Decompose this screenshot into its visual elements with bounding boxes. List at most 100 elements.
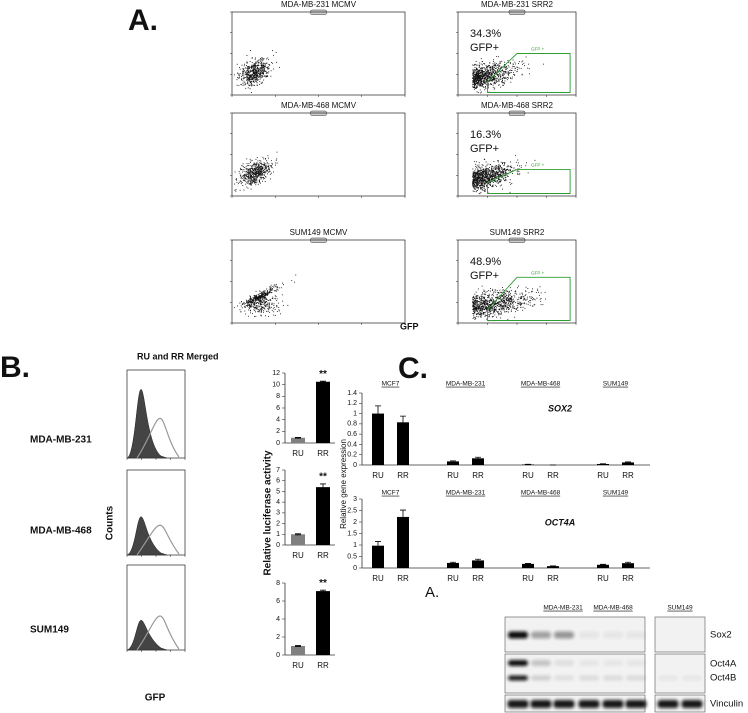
- cytometry-event: [261, 71, 263, 73]
- cytometry-event: [244, 74, 246, 76]
- cytometry-event: [491, 166, 493, 168]
- cytometry-event: [498, 313, 500, 315]
- cytometry-event: [259, 290, 261, 292]
- cytometry-event: [520, 303, 522, 305]
- cytometry-event: [257, 163, 259, 165]
- cytometry-event: [483, 313, 484, 314]
- cytometry-event: [259, 179, 260, 181]
- cytometry-event: [246, 165, 248, 167]
- cytometry-event: [486, 75, 488, 76]
- cytometry-event: [494, 166, 496, 168]
- cytometry-event: [259, 174, 261, 176]
- cytometry-event: [472, 171, 474, 173]
- cytometry-event: [472, 176, 474, 178]
- cytometry-event: [472, 313, 474, 315]
- cytometry-event: [503, 165, 505, 166]
- cytometry-event: [480, 69, 482, 71]
- cytometry-event: [504, 303, 506, 305]
- cytometry-event: [492, 308, 493, 310]
- cytometry-event: [256, 78, 258, 79]
- cytometry-event: [244, 173, 245, 175]
- cytometry-event: [259, 81, 261, 83]
- cytometry-event: [510, 81, 512, 83]
- cytometry-event: [268, 165, 270, 167]
- cytometry-event: [484, 307, 486, 309]
- cytometry-event: [493, 178, 494, 180]
- cytometry-event: [498, 80, 500, 82]
- cytometry-event: [531, 291, 532, 293]
- cytometry-event: [485, 76, 487, 78]
- cytometry-event: [252, 299, 254, 301]
- cytometry-event: [246, 171, 248, 173]
- cytometry-event: [487, 69, 489, 71]
- cytometry-event: [523, 303, 525, 305]
- cytometry-event: [480, 177, 482, 179]
- cytometry-event: [481, 294, 483, 296]
- error-bar: [600, 563, 606, 566]
- cytometry-event: [253, 176, 255, 178]
- cytometry-event: [500, 306, 502, 308]
- cytometry-event: [259, 74, 261, 76]
- cytometry-event: [282, 300, 284, 302]
- cytometry-event: [495, 300, 497, 302]
- cytometry-event: [474, 310, 476, 312]
- cytometry-event: [474, 175, 476, 177]
- cytometry-event: [472, 179, 474, 180]
- cytometry-event: [481, 309, 483, 311]
- cytometry-event: [275, 296, 277, 297]
- cytometry-event: [262, 180, 263, 182]
- cytometry-event: [240, 181, 242, 183]
- cytometry-event: [248, 170, 250, 172]
- cytometry-event: [481, 313, 483, 315]
- blot-band: [579, 631, 599, 639]
- cytometry-event: [493, 69, 495, 71]
- cytometry-event: [250, 171, 252, 173]
- blot-group-label: MDA-MB-468: [593, 605, 633, 612]
- cytometry-event: [252, 78, 253, 80]
- cytometry-event: [239, 302, 241, 304]
- cytometry-event: [504, 300, 506, 302]
- cytometry-event: [510, 309, 512, 311]
- cytometry-event: [278, 287, 280, 289]
- cytometry-event: [500, 303, 502, 305]
- cytometry-event: [263, 294, 265, 296]
- cytometry-event: [483, 303, 485, 305]
- cytometry-event: [498, 63, 500, 65]
- cytometry-event: [482, 171, 483, 173]
- cytometry-event: [265, 301, 267, 302]
- cytometry-event: [251, 67, 253, 69]
- cytometry-event: [246, 301, 247, 303]
- cytometry-event: [238, 73, 240, 75]
- cytometry-event: [248, 79, 250, 81]
- cytometry-event: [249, 165, 251, 166]
- y-tick-label: 2: [276, 634, 280, 641]
- cytometry-event: [253, 170, 255, 172]
- cytometry-event: [488, 305, 490, 307]
- cytometry-event: [472, 168, 474, 170]
- cytometry-event: [529, 302, 531, 304]
- cytometry-event: [485, 83, 487, 85]
- cytometry-event: [512, 170, 514, 171]
- cytometry-event: [487, 173, 489, 175]
- cytometry-event: [245, 178, 247, 180]
- cytometry-event: [261, 311, 262, 313]
- cytometry-event: [252, 176, 254, 178]
- cytometry-event: [511, 300, 512, 302]
- cytometry-event: [247, 66, 249, 67]
- cytometry-event: [499, 305, 500, 307]
- cytometry-event: [502, 287, 503, 288]
- cytometry-event: [264, 62, 266, 64]
- cytometry-event: [487, 73, 489, 75]
- cytometry-event: [497, 173, 499, 175]
- cytometry-event: [278, 309, 280, 311]
- cytometry-event: [267, 155, 269, 157]
- x-tick-label: RU: [447, 471, 459, 480]
- cytometry-event: [481, 67, 483, 68]
- bar: [291, 437, 305, 443]
- cytometry-event: [488, 76, 490, 78]
- cytometry-event: [494, 289, 496, 291]
- cytometry-event: [250, 76, 252, 78]
- cytometry-event: [495, 63, 497, 64]
- cytometry-event: [475, 83, 476, 85]
- cytometry-event: [248, 169, 250, 170]
